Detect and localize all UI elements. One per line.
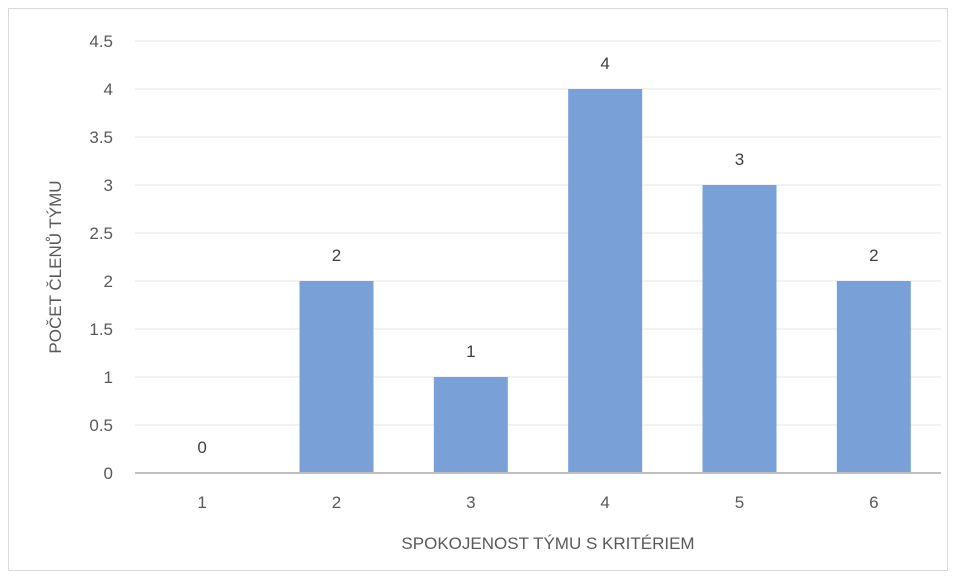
y-tick-label: 0.5	[89, 416, 113, 435]
data-label: 4	[600, 54, 609, 73]
y-tick-labels: 0 0.5 1 1.5 2 2.5 3 3.5 4 4.5	[89, 32, 113, 483]
y-tick-label: 1.5	[89, 320, 113, 339]
data-label: 2	[332, 246, 341, 265]
y-tick-label: 3.5	[89, 128, 113, 147]
gridlines	[135, 40, 941, 426]
data-label: 1	[466, 342, 475, 361]
y-tick-label: 3	[104, 176, 113, 195]
x-tick-label: 4	[600, 493, 609, 512]
y-tick-label: 4	[104, 80, 113, 99]
chart-area: 0 0.5 1 1.5 2 2.5 3 3.5 4 4.5 0 2 1 4 3 2 1 2 3 4 5 6 SPOKO…	[8, 8, 948, 571]
bar	[433, 377, 508, 473]
x-tick-label: 3	[466, 493, 475, 512]
y-tick-label: 2	[104, 272, 113, 291]
bar	[836, 281, 911, 473]
x-tick-label: 1	[197, 493, 206, 512]
y-tick-label: 4.5	[89, 32, 113, 51]
y-tick-label: 0	[104, 464, 113, 483]
data-label: 3	[735, 150, 744, 169]
y-tick-label: 1	[104, 368, 113, 387]
data-label: 0	[197, 438, 206, 457]
bar	[702, 185, 777, 473]
y-axis-title: POČET ČLENŮ TÝMU	[46, 180, 65, 353]
x-tick-label: 5	[735, 493, 744, 512]
x-tick-label: 6	[869, 493, 878, 512]
y-tick-label: 2.5	[89, 224, 113, 243]
x-axis-title: SPOKOJENOST TÝMU S KRITÉRIEM	[401, 534, 694, 553]
data-labels: 0 2 1 4 3 2	[197, 54, 878, 457]
bar-chart: 0 0.5 1 1.5 2 2.5 3 3.5 4 4.5 0 2 1 4 3 2 1 2 3 4 5 6 SPOKO…	[46, 32, 941, 553]
data-label: 2	[869, 246, 878, 265]
bar	[568, 89, 643, 473]
bar	[299, 281, 374, 473]
bars	[299, 89, 911, 473]
x-tick-label: 2	[332, 493, 341, 512]
x-tick-labels: 1 2 3 4 5 6	[197, 493, 878, 512]
